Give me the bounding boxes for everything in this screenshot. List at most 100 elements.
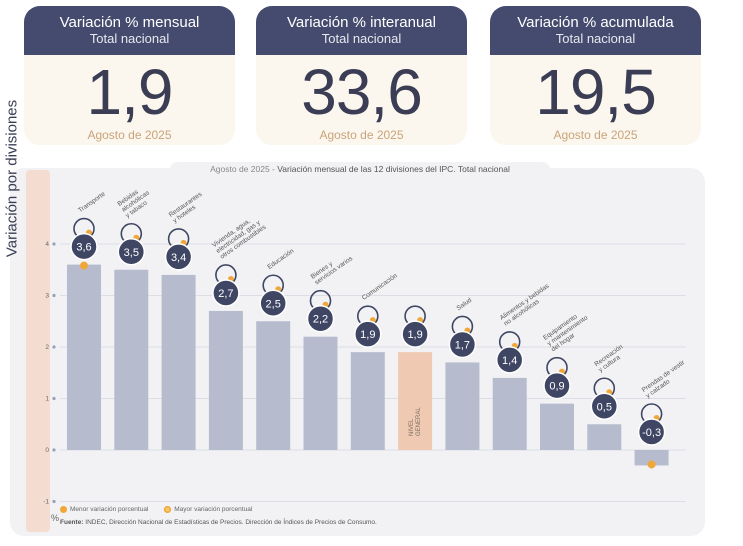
category-label: Equipamientoy mantenimientodel hogar [542,309,593,354]
kpi-body: 1,9 Agosto de 2025 [24,55,235,145]
value-badge [448,330,477,359]
value-badge [259,289,287,317]
category-label-line: Comunicación [361,272,399,302]
value-label: 3,5 [124,247,139,259]
value-badge [590,392,619,420]
tick-dot [52,499,56,504]
kpi-value: 33,6 [301,56,423,128]
tick-dot [52,345,56,349]
value-badge [543,371,571,400]
value-label: 1,9 [360,329,375,341]
kpi-card-monthly: Variación % mensual Total nacional 1,9 A… [24,6,235,145]
category-label-line: GENERAL [416,407,422,436]
kpi-subtitle: Total nacional [555,31,636,46]
bar [303,336,338,450]
kpi-body: 33,6 Agosto de 2025 [256,55,467,145]
y-tick-label: 1 [45,396,49,403]
y-tick-label: 0 [45,447,49,454]
kpi-header: Variación % interanual Total nacional [256,6,467,55]
category-label: Bebidasalcohólicasy tabaco [116,183,155,219]
chart-title-text: Variación mensual de las 12 divisiones d… [277,164,510,174]
category-label: NIVELGENERAL [409,407,422,436]
value-badge [354,320,382,348]
bar [161,274,196,450]
value-badge [401,320,429,348]
category-label-line: Transporte [77,190,107,214]
category-label: Vivienda, agua,electricidad, gas yotros … [211,212,268,261]
kpi-date: Agosto de 2025 [87,128,172,142]
value-label: 1,4 [502,355,517,367]
kpi-date: Agosto de 2025 [319,128,404,142]
value-badge [212,279,240,307]
kpi-header: Variación % acumulada Total nacional [490,6,701,55]
value-label: 0,5 [597,401,612,413]
value-label: 2,7 [218,288,233,300]
legend-max-dot [164,506,172,513]
category-label: Comunicación [361,272,399,302]
kpi-value: 1,9 [86,56,174,128]
legend-max: Mayor variación porcentual [164,506,252,513]
bar [492,377,527,450]
category-label: Bienes yservicios varios [310,249,355,286]
legend-min-dot [60,506,67,513]
kpi-header: Variación % mensual Total nacional [24,6,235,55]
source-note: Fuente: INDEC, Dirección Nacional de Est… [60,519,377,526]
value-label: -0,3 [642,427,661,439]
value-label: 1,9 [407,329,422,341]
value-badge [495,346,524,374]
side-strip [26,170,50,532]
category-label-line: Educación [266,248,295,271]
tick-dot [52,396,56,401]
value-label: 2,2 [313,314,328,326]
legend-max-label: Mayor variación porcentual [174,506,253,513]
bar [634,450,669,466]
legend-min-label: Menor variación porcentual [70,506,149,513]
category-label-line: Alimentos y bebidas [499,282,551,322]
kpi-title: Variación % mensual [59,14,200,31]
value-badge [637,418,666,446]
category-label-line: NIVEL [409,418,415,436]
tick-dot [52,448,56,452]
bar [208,310,243,450]
chart-title-prefix: Agosto de 2025 - [210,164,278,174]
y-tick-label: 4 [45,241,49,248]
kpi-title: Variación % acumulada [517,14,674,31]
value-badge [164,243,193,271]
kpi-value: 19,5 [535,56,657,128]
bar [445,362,480,450]
max-marker [80,261,88,270]
tick-dot [52,242,56,246]
kpi-card-yearly: Variación % interanual Total nacional 33… [256,6,467,145]
tick-dot [52,293,56,298]
y-tick-label: 2 [45,344,49,351]
category-label: Restaurantesy hoteles [168,190,208,224]
value-badge [117,238,146,266]
kpi-card-accumulated: Variación % acumulada Total nacional 19,… [490,6,701,145]
bar [67,264,101,450]
bar [587,424,622,450]
kpi-title: Variación % interanual [287,14,436,31]
bar [398,352,433,450]
value-badge [306,304,335,333]
category-label: Educación [266,248,295,271]
source-label: Fuente: [60,519,84,526]
kpi-subtitle: Total nacional [321,31,402,46]
bar [114,269,149,450]
y-tick-label: 3 [45,293,49,300]
category-label-line: Salud [456,297,474,312]
category-label: Salud [456,297,474,312]
unit-label: % [51,513,60,523]
value-label: 1,7 [455,339,470,351]
category-label: Prendas de vestiry calzado [641,359,691,400]
bar [256,321,291,450]
value-label: 2,5 [266,298,281,310]
value-label: 0,9 [549,381,564,393]
y-tick-label: -1 [43,499,49,506]
category-label: Recreacióny cultura [593,343,628,374]
label-layer: 3,6 Transporte 3,5 Bebidasalcohólicasy taba… [70,183,691,469]
chart-title: Agosto de 2025 - Variación mensual de la… [170,162,550,177]
bar [350,352,385,450]
bar-layer [67,217,669,466]
kpi-date: Agosto de 2025 [553,128,638,142]
value-label: 3,6 [76,242,91,254]
